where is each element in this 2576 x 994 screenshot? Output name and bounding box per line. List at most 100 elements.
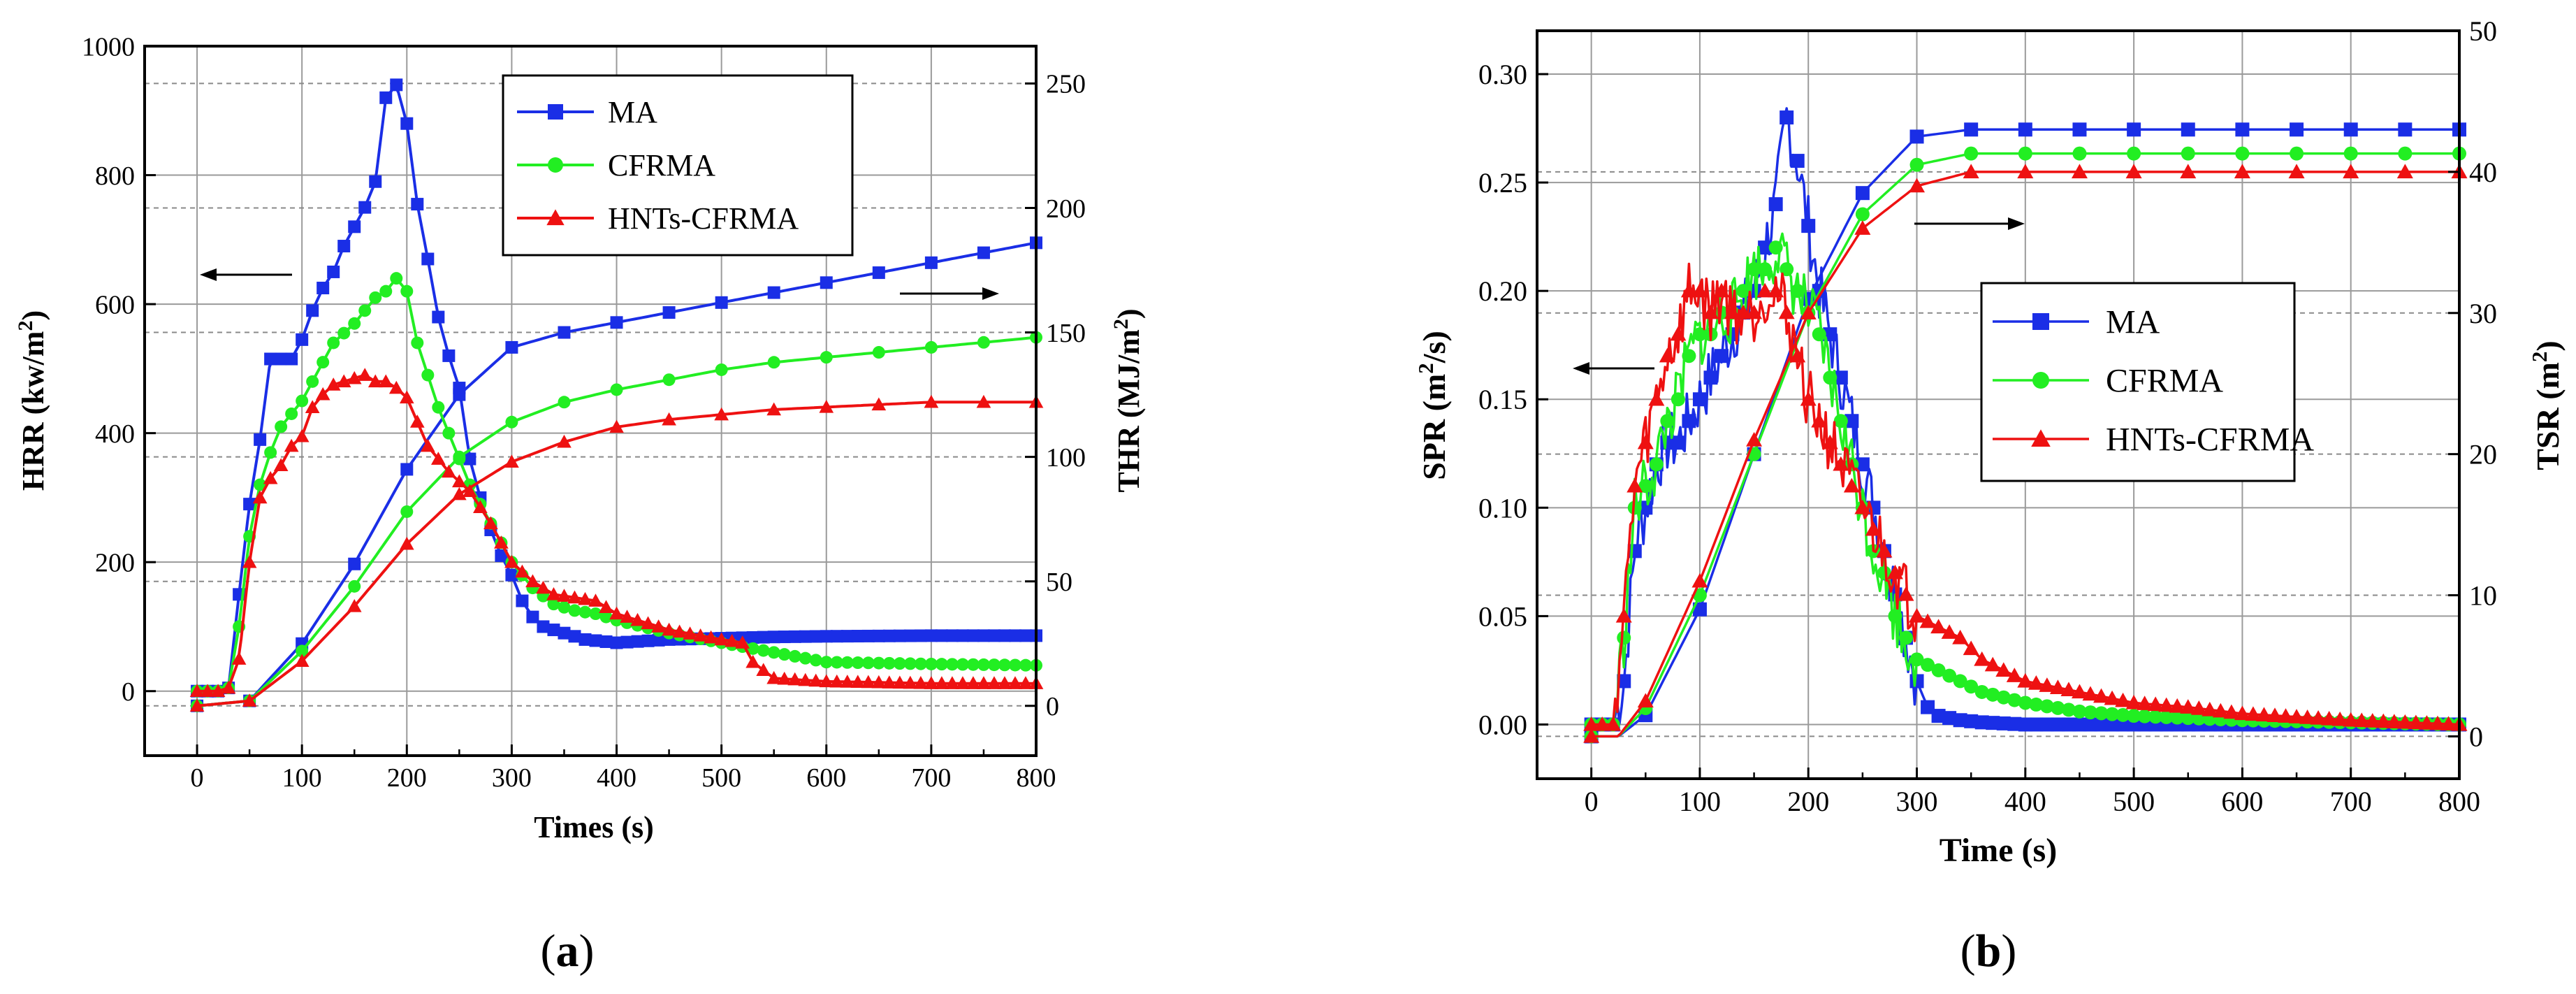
panel-b-hnts-cfrma-spr-marker [2396, 714, 2413, 729]
panel-a-cfrma-thr-series [191, 331, 1042, 712]
panel-b-hnts-cfrma-spr-marker [2180, 699, 2197, 714]
panel-b-hnts-cfrma-tsr-marker [2125, 164, 2142, 179]
panel-a-hnts-cfrma-hrr-marker [861, 675, 876, 689]
panel-b-hnts-cfrma-spr-marker [1974, 651, 1991, 666]
panel-a-cfrma-hrr-marker [296, 394, 309, 408]
panel-b-ma-tsr-marker [1855, 186, 1870, 201]
panel-a-ma-hrr-marker [358, 201, 372, 214]
panel-a-legend-item-cfrma-label: CFRMA [608, 148, 715, 182]
panel-b-cfrma-spr-marker [2148, 710, 2163, 724]
panel-b-hnts-cfrma-spr-marker [1778, 304, 1795, 319]
panel-a-ma-hrr-marker [599, 635, 613, 648]
panel-a-hnts-cfrma-hrr-marker [599, 600, 613, 614]
panel-b-cfrma-spr-marker [1877, 566, 1891, 580]
panel-a-ma-hrr-marker [788, 630, 801, 643]
panel-b-hnts-cfrma-spr-marker [1627, 477, 1643, 493]
panel-b-cfrma-spr-marker [2029, 697, 2044, 712]
panel-a-y-right-tick-label: 250 [1046, 70, 1086, 99]
panel-b-x-tick-label: 100 [1679, 786, 1721, 817]
panel-a-cfrma-hrr-marker [987, 658, 1000, 672]
panel-a-cfrma-hrr-marker [1019, 658, 1032, 672]
panel-b-legend-item-ma: MA [1993, 303, 2160, 340]
panel-a-hnts-cfrma-hrr-marker [735, 635, 750, 649]
panel-b-hnts-cfrma-spr-marker [1615, 607, 1632, 623]
panel-b-hnts-cfrma-spr-marker [2386, 714, 2403, 728]
panel-a-legend-item-cfrma-marker [548, 157, 563, 173]
panel-a-ma-thr-marker [767, 286, 780, 299]
panel-b-hnts-cfrma-spr-marker [1919, 613, 1936, 628]
panel-b-ma-spr-marker [2039, 717, 2054, 732]
panel-b-hnts-cfrma-spr-marker [1735, 304, 1752, 319]
panel-a-x-tick-label: 500 [701, 763, 741, 793]
panel-a-hnts-cfrma-hrr-marker [840, 675, 855, 688]
panel-b-hnts-cfrma-tsr-marker [1637, 693, 1654, 708]
panel-a-x-axis-title: Times (s) [534, 810, 654, 844]
panel-a-legend-item-ma: MA [517, 95, 657, 129]
panel-a-cfrma-hrr-marker [254, 478, 267, 491]
panel-a-cfrma-thr-marker [558, 396, 571, 409]
panel-b-ma-spr-marker [1671, 435, 1685, 450]
panel-a-ma-thr-series [191, 236, 1042, 712]
panel-a-ma-hrr-marker [463, 452, 476, 466]
panel-a-x-tick-label: 100 [282, 763, 322, 793]
panel-b-ma-tsr-marker [1692, 602, 1707, 617]
panel-a-ma-hrr-marker [316, 282, 330, 295]
panel-b-ma-spr-marker [1942, 711, 1957, 726]
panel-a-cfrma-hrr-marker [956, 658, 969, 671]
panel-b-legend-item-hnts-cfrma: HNTs-CFRMA [1993, 421, 2314, 458]
panel-a-cfrma-hrr-marker [599, 610, 613, 624]
panel-a-ma-thr-marker [715, 296, 728, 309]
panel-b-cfrma-spr-marker [1823, 370, 1838, 385]
panel-b-hnts-cfrma-tsr-marker [1909, 178, 1926, 193]
panel-a-hnts-cfrma-thr-marker [452, 487, 467, 500]
panel-a-ma-hrr-marker [809, 630, 822, 643]
panel-b-y-right-tick-label: 50 [2469, 15, 2497, 47]
panel-b-legend-item-hnts-cfrma-label: HNTs-CFRMA [2106, 421, 2314, 458]
panel-a-hnts-cfrma-thr-series [189, 394, 1044, 712]
panel-a-cfrma-hrr-marker [411, 336, 424, 350]
panel-b-hnts-cfrma-spr-marker [1713, 282, 1730, 298]
panel-a-hnts-cfrma-hrr-marker [798, 672, 813, 686]
panel-b-hnts-cfrma-spr-marker [1886, 564, 1903, 579]
panel-b-ma-spr-marker [1715, 349, 1729, 363]
panel-b-hnts-cfrma-spr-marker [2375, 713, 2392, 728]
panel-b-cfrma-tsr-marker [2343, 146, 2358, 161]
panel-a-hnts-cfrma-thr-marker [924, 394, 939, 408]
panel-a-cfrma-hrr-marker [861, 656, 875, 670]
panel-a-legend-item-hnts-cfrma-label: HNTs-CFRMA [608, 201, 799, 236]
panel-a-hnts-cfrma-hrr-marker [672, 624, 687, 638]
panel-a-ma-hrr-marker [495, 549, 508, 562]
panel-b-x-tick-label: 200 [1787, 786, 1829, 817]
panel-b-ma-tsr-marker [1964, 122, 1979, 137]
panel-a-hnts-cfrma-hrr-marker [357, 368, 372, 381]
panel-b-ma-spr-marker [2083, 717, 2097, 732]
panel-b-hnts-cfrma-spr-marker [2125, 694, 2142, 710]
panel-a-cfrma-thr-marker [348, 579, 361, 593]
panel-b-cfrma-spr-marker [1812, 327, 1826, 342]
panel-a-ma-hrr-marker [285, 352, 298, 366]
panel-b-cfrma-spr-marker [2061, 703, 2076, 717]
panel-a-hnts-cfrma-hrr-marker [766, 670, 782, 684]
panel-b-cfrma-spr-marker [1833, 414, 1848, 428]
panel-b-ma-spr-marker [1768, 197, 1783, 212]
panel-a-ma-hrr-marker [966, 629, 980, 642]
panel-b-x-tick-label: 300 [1896, 786, 1938, 817]
panel-b-cfrma-spr-marker [1692, 327, 1707, 342]
panel-a-cfrma-thr-marker [400, 505, 414, 518]
panel-b-y-right-axis-title: TSR (m2) [2527, 340, 2566, 470]
panel-b-hnts-cfrma-tsr-marker [1854, 220, 1871, 235]
panel-a-data [189, 78, 1044, 712]
panel-a-ma-hrr-marker [589, 634, 602, 647]
panel-a-ma-hrr-marker [547, 624, 560, 637]
panel-a-cfrma-hrr-marker [547, 598, 560, 611]
panel-a-hnts-cfrma-hrr-marker [515, 564, 530, 578]
panel-a-ma-hrr-marker [945, 629, 959, 642]
panel-b-cfrma-spr-marker [1790, 284, 1805, 298]
panel-a-cfrma-hrr-marker [830, 656, 843, 669]
panel-a-hnts-cfrma-hrr-marker [463, 484, 477, 497]
panel-b-cfrma-spr-marker [2007, 693, 2022, 707]
panel-a-cfrma-thr-marker [977, 336, 990, 349]
panel-b-cfrma-spr-marker [2116, 707, 2130, 722]
panel-b-ma-spr-marker [1692, 392, 1707, 407]
panel-a-ma-hrr-marker [264, 352, 277, 366]
